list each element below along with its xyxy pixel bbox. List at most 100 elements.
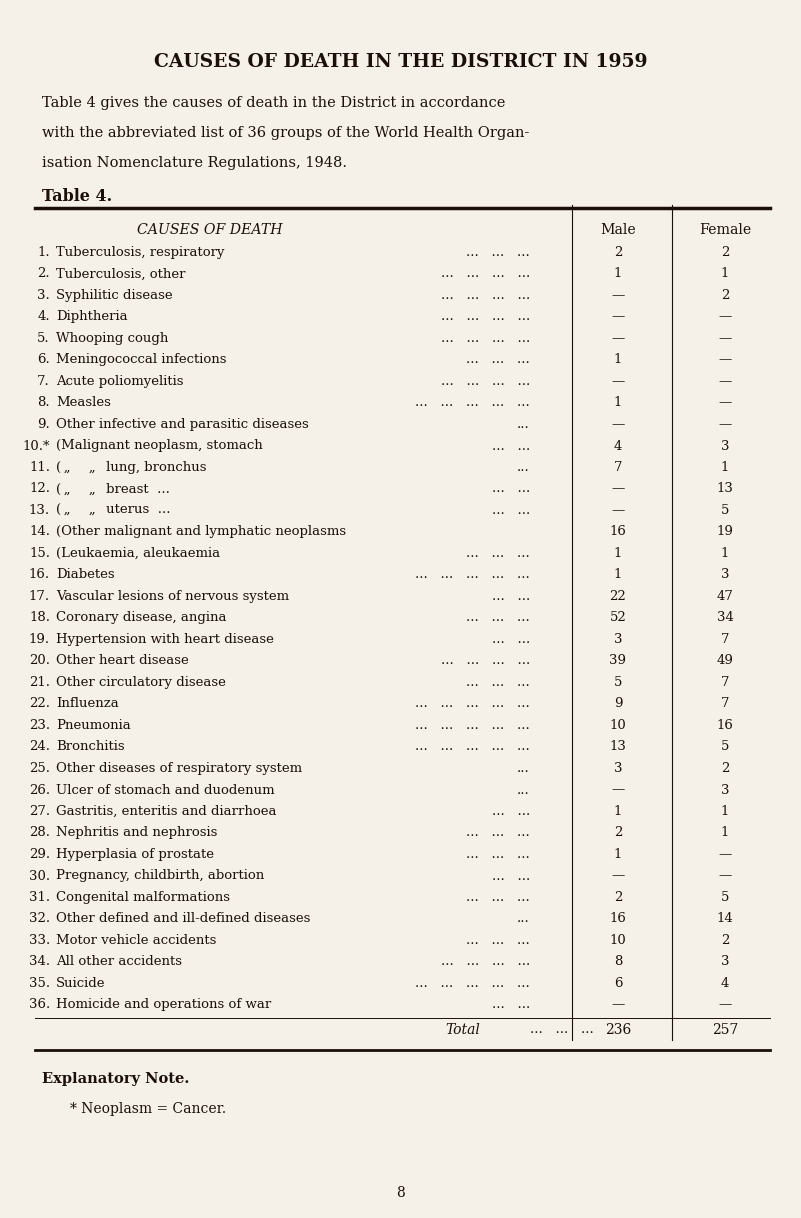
Text: —: — — [611, 311, 625, 324]
Text: —: — — [718, 397, 731, 409]
Text: 10.*: 10.* — [22, 440, 50, 453]
Text: 16: 16 — [717, 719, 734, 732]
Text: 27.: 27. — [29, 805, 50, 818]
Text: Whooping cough: Whooping cough — [56, 333, 168, 345]
Text: 8: 8 — [396, 1186, 405, 1200]
Text: Motor vehicle accidents: Motor vehicle accidents — [56, 934, 216, 948]
Text: (Other malignant and lymphatic neoplasms: (Other malignant and lymphatic neoplasms — [56, 525, 346, 538]
Text: 5: 5 — [721, 741, 729, 754]
Text: 33.: 33. — [29, 934, 50, 948]
Text: 5: 5 — [721, 892, 729, 904]
Text: Suicide: Suicide — [56, 977, 106, 990]
Text: 2.: 2. — [38, 268, 50, 280]
Text: * Neoplasm = Cancer.: * Neoplasm = Cancer. — [70, 1102, 226, 1116]
Text: 15.: 15. — [29, 547, 50, 560]
Text: 1: 1 — [721, 805, 729, 818]
Text: 3.: 3. — [38, 289, 50, 302]
Text: 39: 39 — [610, 654, 626, 667]
Text: —: — — [611, 333, 625, 345]
Text: ...   ...   ...: ... ... ... — [466, 246, 530, 259]
Text: 16: 16 — [610, 525, 626, 538]
Text: Other infective and parasitic diseases: Other infective and parasitic diseases — [56, 418, 308, 431]
Text: 19.: 19. — [29, 633, 50, 646]
Text: —: — — [611, 999, 625, 1011]
Text: 34.: 34. — [29, 955, 50, 968]
Text: 23.: 23. — [29, 719, 50, 732]
Text: Other heart disease: Other heart disease — [56, 654, 189, 667]
Text: Tuberculosis, respiratory: Tuberculosis, respiratory — [56, 246, 224, 259]
Text: ...   ...   ...   ...   ...: ... ... ... ... ... — [415, 569, 530, 581]
Text: Coronary disease, angina: Coronary disease, angina — [56, 611, 227, 625]
Text: 20.: 20. — [29, 654, 50, 667]
Text: 36.: 36. — [29, 999, 50, 1011]
Text: 31.: 31. — [29, 892, 50, 904]
Text: ...   ...   ...: ... ... ... — [466, 848, 530, 861]
Text: 13.: 13. — [29, 504, 50, 516]
Text: CAUSES OF DEATH: CAUSES OF DEATH — [137, 223, 283, 238]
Text: 2: 2 — [614, 827, 622, 839]
Text: 3: 3 — [721, 955, 729, 968]
Text: 24.: 24. — [29, 741, 50, 754]
Text: ...   ...   ...   ...: ... ... ... ... — [441, 375, 530, 389]
Text: 3: 3 — [614, 762, 622, 775]
Text: 3: 3 — [614, 633, 622, 646]
Text: ...   ...   ...: ... ... ... — [466, 676, 530, 689]
Text: 17.: 17. — [29, 590, 50, 603]
Text: 2: 2 — [614, 246, 622, 259]
Text: ...   ...: ... ... — [492, 482, 530, 496]
Text: Hypertension with heart disease: Hypertension with heart disease — [56, 633, 274, 646]
Text: 2: 2 — [721, 246, 729, 259]
Text: ...   ...   ...: ... ... ... — [530, 1023, 594, 1037]
Text: 7.: 7. — [38, 375, 50, 389]
Text: ( „       „    lung, bronchus: ( „ „ lung, bronchus — [56, 460, 207, 474]
Text: 1: 1 — [721, 547, 729, 560]
Text: 1.: 1. — [38, 246, 50, 259]
Text: 21.: 21. — [29, 676, 50, 689]
Text: ...   ...   ...   ...: ... ... ... ... — [441, 289, 530, 302]
Text: ( „       „    uterus  ...: ( „ „ uterus ... — [56, 504, 171, 516]
Text: 3: 3 — [721, 783, 729, 797]
Text: 236: 236 — [605, 1023, 631, 1037]
Text: 22.: 22. — [29, 698, 50, 710]
Text: ...: ... — [517, 783, 530, 797]
Text: 2: 2 — [721, 289, 729, 302]
Text: ...   ...   ...: ... ... ... — [466, 892, 530, 904]
Text: 13: 13 — [610, 741, 626, 754]
Text: ...   ...   ...   ...: ... ... ... ... — [441, 333, 530, 345]
Text: —: — — [611, 289, 625, 302]
Text: (Malignant neoplasm, stomach: (Malignant neoplasm, stomach — [56, 440, 263, 453]
Text: 4.: 4. — [38, 311, 50, 324]
Text: 16.: 16. — [29, 569, 50, 581]
Text: 2: 2 — [721, 762, 729, 775]
Text: ...   ...: ... ... — [492, 504, 530, 516]
Text: 2: 2 — [721, 934, 729, 948]
Text: 5.: 5. — [38, 333, 50, 345]
Text: 1: 1 — [614, 397, 622, 409]
Text: ...   ...   ...   ...   ...: ... ... ... ... ... — [415, 719, 530, 732]
Text: Total: Total — [445, 1023, 480, 1037]
Text: 8.: 8. — [38, 397, 50, 409]
Text: ...   ...   ...   ...: ... ... ... ... — [441, 311, 530, 324]
Text: Hyperplasia of prostate: Hyperplasia of prostate — [56, 848, 214, 861]
Text: 9: 9 — [614, 698, 622, 710]
Text: —: — — [718, 999, 731, 1011]
Text: 12.: 12. — [29, 482, 50, 496]
Text: 7: 7 — [721, 676, 729, 689]
Text: Congenital malformations: Congenital malformations — [56, 892, 230, 904]
Text: Table 4.: Table 4. — [42, 188, 112, 205]
Text: 1: 1 — [614, 805, 622, 818]
Text: (Leukaemia, aleukaemia: (Leukaemia, aleukaemia — [56, 547, 220, 560]
Text: —: — — [718, 848, 731, 861]
Text: 5: 5 — [721, 504, 729, 516]
Text: Pregnancy, childbirth, abortion: Pregnancy, childbirth, abortion — [56, 870, 264, 883]
Text: 14: 14 — [717, 912, 734, 926]
Text: 7: 7 — [614, 460, 622, 474]
Text: All other accidents: All other accidents — [56, 955, 182, 968]
Text: isation Nomenclature Regulations, 1948.: isation Nomenclature Regulations, 1948. — [42, 156, 347, 171]
Text: ...   ...   ...   ...: ... ... ... ... — [441, 654, 530, 667]
Text: 10: 10 — [610, 934, 626, 948]
Text: —: — — [611, 418, 625, 431]
Text: ...   ...   ...   ...: ... ... ... ... — [441, 955, 530, 968]
Text: Tuberculosis, other: Tuberculosis, other — [56, 268, 186, 280]
Text: 35.: 35. — [29, 977, 50, 990]
